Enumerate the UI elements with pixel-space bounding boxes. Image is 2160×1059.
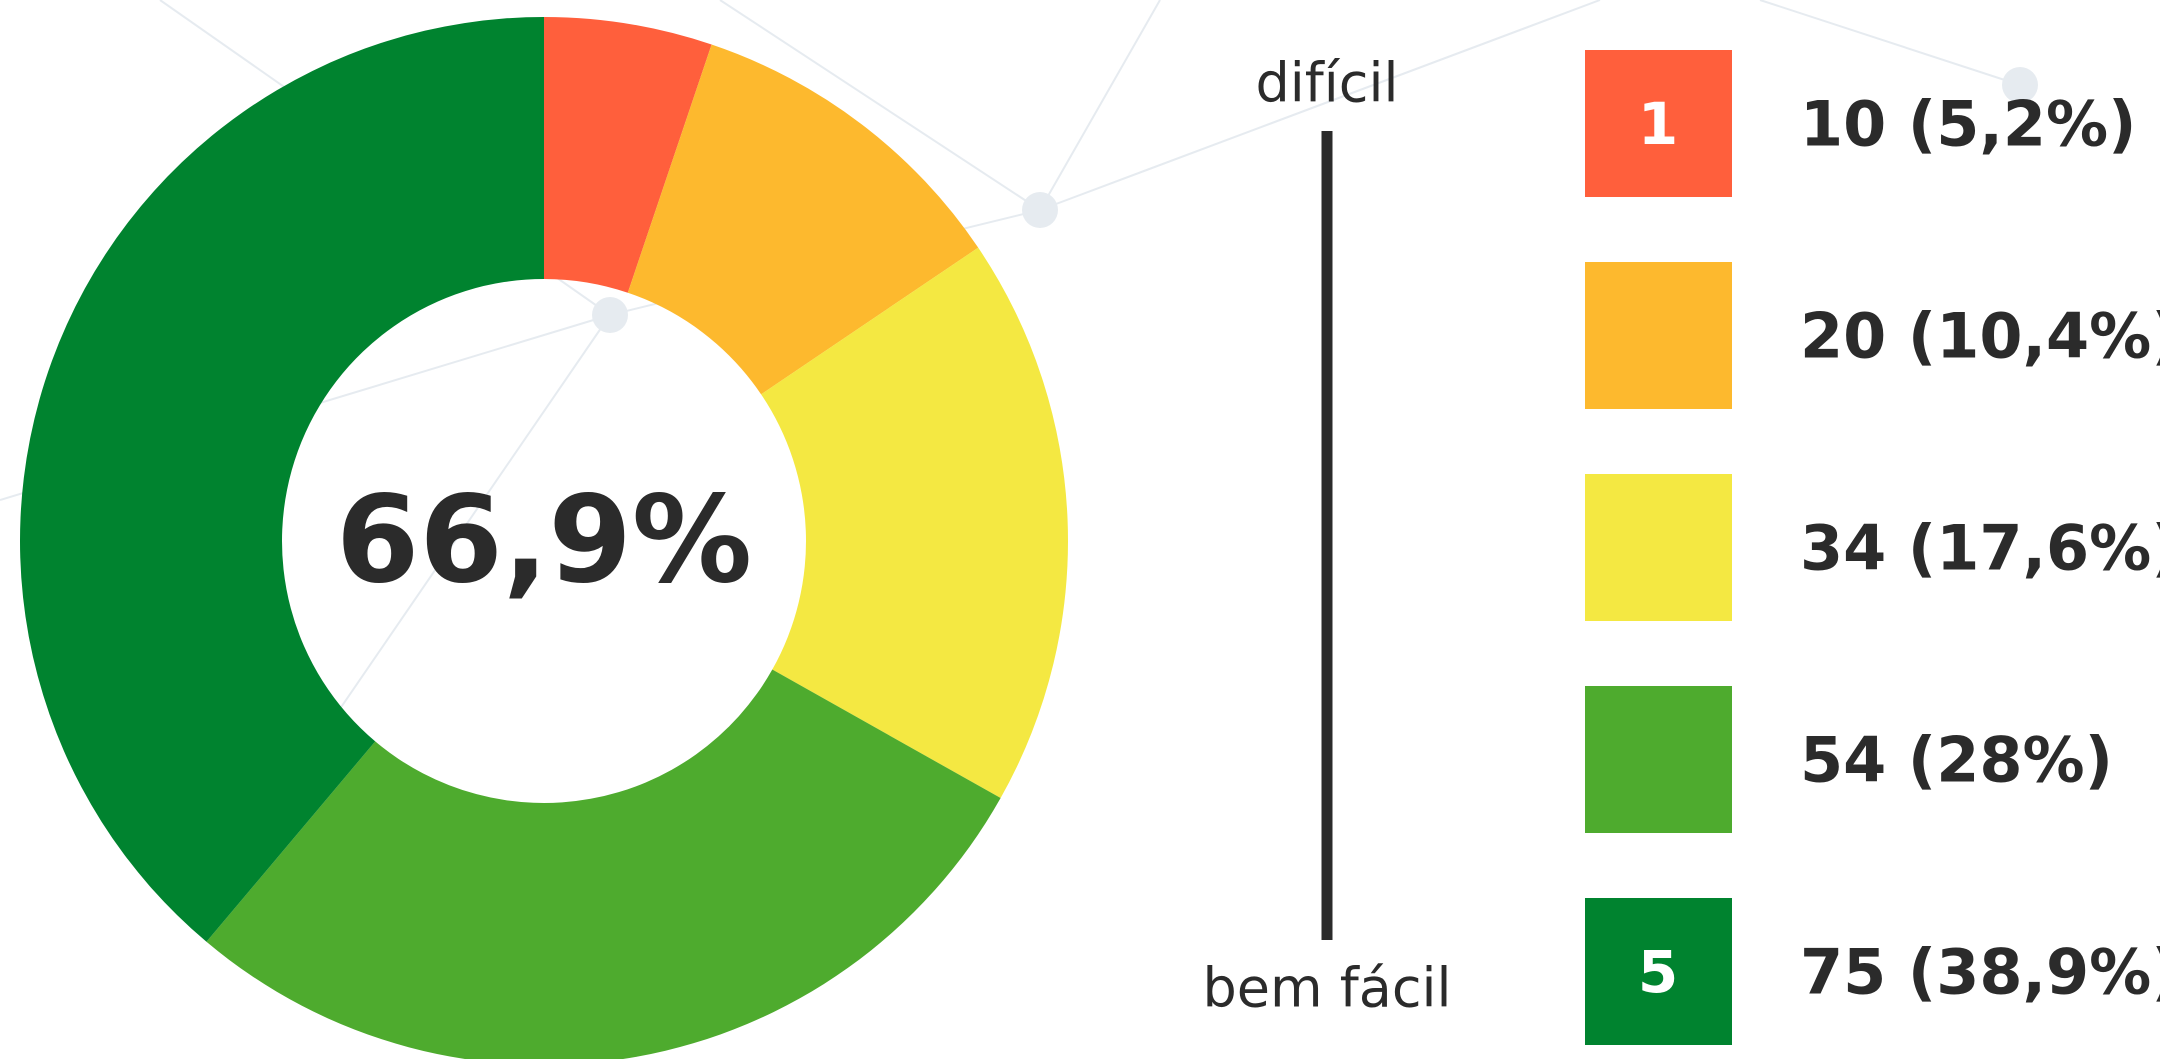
legend-swatch (1585, 50, 1732, 197)
value-label: 20 (10,4%) (1800, 300, 2160, 373)
value-label: 75 (38,9%) (1800, 936, 2160, 1009)
bg-node (2002, 67, 2038, 103)
scale-bottom-label: bem fácil (1202, 957, 1451, 1020)
value-label: 10 (5,2%) (1800, 88, 2137, 161)
legend-category: 5 (1638, 938, 1678, 1006)
legend-swatch (1585, 262, 1732, 409)
legend-swatch (1585, 474, 1732, 621)
scale-top-label: difícil (1256, 52, 1399, 115)
legend-swatch (1585, 686, 1732, 833)
bg-node (592, 297, 628, 333)
slice (761, 247, 1069, 799)
slice (544, 17, 712, 293)
legend: 1 10 (5,2%) 20 (10,4%) 34 (17,6%) 54 (28%) 5 7… (1585, 50, 2160, 1045)
bg-line (719, 0, 1041, 211)
slice (627, 44, 979, 395)
legend-category: 1 (1638, 90, 1678, 158)
center-label: 66,9% (336, 472, 752, 611)
value-label: 34 (17,6%) (1800, 512, 2160, 585)
bg-line (1039, 0, 1161, 211)
value-label: 54 (28%) (1800, 724, 2113, 797)
bg-line (1039, 0, 1601, 211)
slice (206, 669, 1001, 1059)
bg-node (1022, 192, 1058, 228)
slice (19, 17, 545, 942)
bg-line (1759, 0, 2021, 86)
background-network (0, 0, 2038, 841)
legend-swatch (1585, 898, 1732, 1045)
donut (19, 17, 1069, 1059)
